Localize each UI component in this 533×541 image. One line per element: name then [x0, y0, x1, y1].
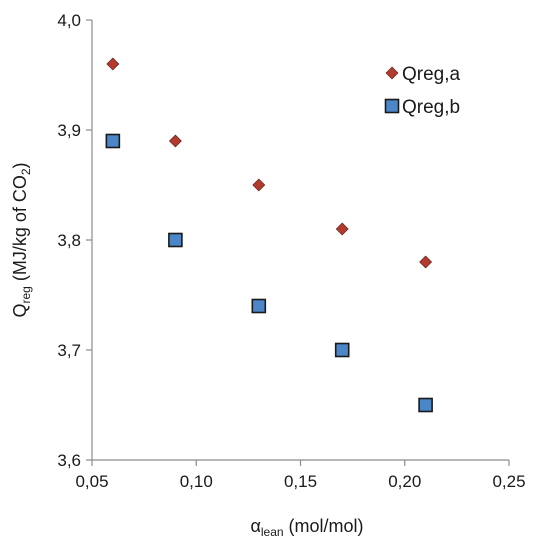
qreg-b-point	[334, 342, 350, 358]
x-tick-label: 0,25	[492, 472, 525, 491]
qreg-a-point	[252, 178, 266, 192]
qreg-b-point	[251, 298, 267, 314]
qreg-b-point	[418, 397, 433, 413]
qreg-a-point	[335, 222, 349, 236]
x-tick-label: 0,10	[180, 472, 213, 491]
x-tick-label: 0,05	[75, 472, 108, 491]
qreg-a-point	[168, 134, 182, 148]
legend: Qreg,a Qreg,b	[384, 64, 461, 118]
y-tick-label: 3,8	[57, 231, 81, 250]
x-axis-title: αlean (mol/mol)	[250, 516, 363, 539]
y-axis-title: Qreg (MJ/kg of CO2)	[10, 162, 33, 317]
legend-label: Qreg,a	[402, 64, 461, 85]
y-tick-labels: 3,6 3,7 3,8 3,9 4,0	[57, 11, 81, 470]
qreg-b-point	[105, 133, 121, 149]
legend-diamond-marker	[385, 66, 399, 80]
axes	[86, 19, 510, 466]
x-tick-label: 0,20	[388, 472, 421, 491]
y-tick-label: 3,7	[57, 341, 81, 360]
y-tick-label: 3,9	[57, 121, 81, 140]
qreg-a-point	[419, 255, 433, 269]
x-tick-labels: 0,05 0,10 0,15 0,20 0,25	[75, 472, 525, 491]
x-tick-label: 0,15	[284, 472, 317, 491]
legend-square-marker	[384, 98, 400, 114]
qreg-a-point	[106, 57, 120, 71]
data-points	[105, 57, 433, 413]
y-tick-label: 3,6	[57, 451, 81, 470]
y-tick-label: 4,0	[57, 11, 81, 30]
legend-label: Qreg,b	[402, 97, 460, 118]
qreg-b-point	[168, 232, 183, 248]
